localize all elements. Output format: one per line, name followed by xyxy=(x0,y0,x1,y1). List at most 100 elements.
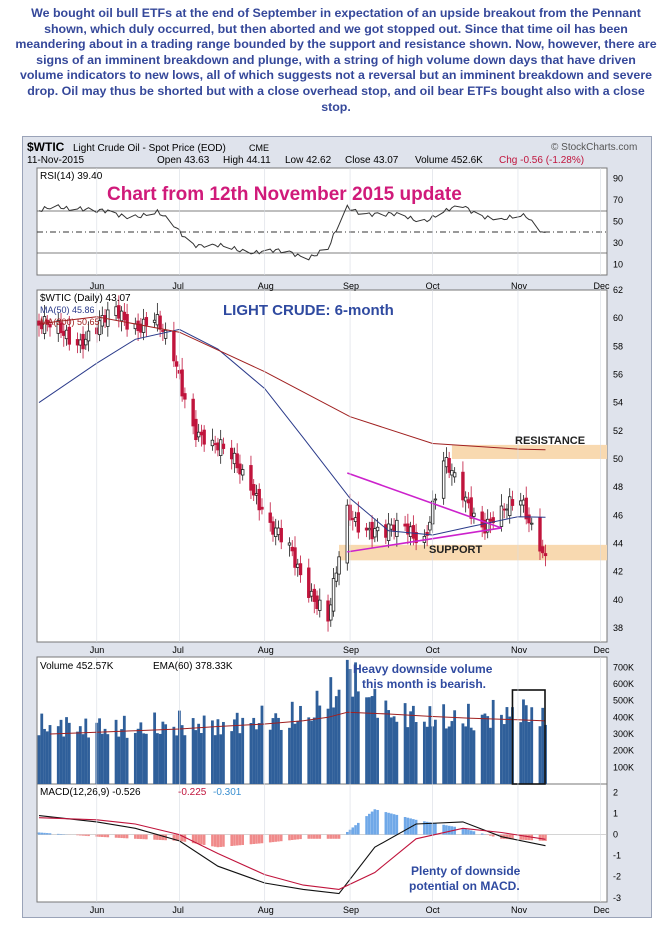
candle xyxy=(296,563,300,568)
volume-bar xyxy=(519,722,523,784)
rsi-legend: RSI(14) 39.40 xyxy=(40,171,103,182)
price-tick-label: 44 xyxy=(613,538,623,548)
volume-bar xyxy=(133,732,137,784)
volume-bar xyxy=(40,713,44,784)
volume-bar xyxy=(249,723,253,784)
month-label-mid: Aug xyxy=(258,645,274,655)
candle xyxy=(450,469,454,476)
volume-bar xyxy=(260,705,264,784)
volume-bar xyxy=(472,730,476,784)
macd-histogram-bar xyxy=(357,822,360,835)
volume-bar xyxy=(527,722,531,784)
macd-histogram-bar xyxy=(310,834,313,839)
macd-histogram-bar xyxy=(37,832,41,835)
volume-bar xyxy=(277,717,280,784)
macd-tick-label: -1 xyxy=(613,851,621,861)
macd-histogram-bar xyxy=(412,819,415,835)
rsi-tick-label: 30 xyxy=(613,238,623,248)
macd-histogram-bar xyxy=(332,834,335,839)
candle xyxy=(414,532,418,544)
macd-histogram-bar xyxy=(447,825,451,835)
volume-tick-label: 600K xyxy=(613,679,634,689)
candle xyxy=(174,361,179,367)
macd-histogram-bar xyxy=(45,833,49,835)
macd-note-2: potential on MACD. xyxy=(409,879,520,893)
macd-histogram-bar xyxy=(241,834,244,845)
candle xyxy=(75,339,80,346)
candle xyxy=(81,333,85,350)
volume-bar xyxy=(84,718,88,784)
volume-bar xyxy=(387,710,390,784)
candle xyxy=(353,517,358,522)
macd-signal-line xyxy=(38,817,546,890)
candle xyxy=(274,527,278,537)
candle xyxy=(345,504,350,564)
macd-panel xyxy=(36,783,608,903)
volume-bar xyxy=(139,722,143,784)
macd-histogram-bar xyxy=(274,834,278,842)
candle xyxy=(472,512,476,517)
rsi-panel xyxy=(36,167,608,276)
volume-bar xyxy=(541,707,545,784)
macd-tick-label: 0 xyxy=(613,830,618,840)
candle xyxy=(64,329,69,340)
macd-histogram-bar xyxy=(511,834,514,840)
volume-bar xyxy=(213,735,217,784)
candle xyxy=(213,443,217,445)
macd-histogram-bar xyxy=(508,834,512,840)
macd-histogram-bar xyxy=(354,825,357,835)
macd-histogram-bar xyxy=(312,834,316,839)
candle xyxy=(541,546,545,554)
candle xyxy=(527,514,531,524)
volume-bar xyxy=(345,659,349,784)
volume-bar xyxy=(522,699,525,784)
volume-bar xyxy=(279,729,283,784)
candle xyxy=(375,526,380,532)
volume-bar xyxy=(299,705,302,784)
volume-bar xyxy=(191,718,195,784)
volume-bar xyxy=(307,717,311,784)
volume-bar xyxy=(356,691,360,784)
volume-bar xyxy=(125,737,129,784)
volume-bar xyxy=(354,662,357,784)
candle xyxy=(202,429,206,445)
month-label-top: Jun xyxy=(90,281,105,291)
macd-histogram-bar xyxy=(522,834,525,840)
macd-histogram-bar xyxy=(43,832,46,835)
chart-high: High 44.11 xyxy=(223,155,271,166)
macd-histogram-bar xyxy=(491,834,495,837)
volume-bar xyxy=(164,724,168,784)
month-label-bottom: Sep xyxy=(343,905,359,915)
volume-bar xyxy=(464,726,468,784)
volume-bar xyxy=(202,715,206,784)
chart-name: Light Crude Oil - Spot Price (EOD) xyxy=(73,143,226,154)
rsi-tick-label: 90 xyxy=(613,174,623,184)
price-legend-wtic: $WTIC (Daily) 43.07 xyxy=(40,293,131,304)
macd-legend: MACD(12,26,9) -0.526 xyxy=(40,787,141,798)
candle xyxy=(351,518,355,520)
volume-bar xyxy=(433,719,437,784)
volume-bar xyxy=(144,733,148,784)
month-label-mid: Nov xyxy=(511,645,528,655)
volume-bar xyxy=(288,727,291,784)
macd-histogram-bar xyxy=(469,830,473,835)
volume-bar xyxy=(409,711,413,784)
volume-bar xyxy=(315,690,319,784)
candle xyxy=(386,523,391,542)
month-label-bottom: Oct xyxy=(426,905,441,915)
volume-bar xyxy=(389,717,393,784)
macd-histogram-bar xyxy=(489,834,492,836)
candle xyxy=(298,563,303,576)
month-label-top: Sep xyxy=(343,281,359,291)
macd-note-1: Plenty of downside xyxy=(411,864,521,878)
candle xyxy=(428,521,432,531)
macd-histogram-bar xyxy=(213,834,217,847)
volume-bar xyxy=(43,728,46,784)
price-tick-label: 48 xyxy=(613,482,623,492)
macd-histogram-bar xyxy=(175,834,178,841)
candle xyxy=(411,525,416,539)
macd-histogram-bar xyxy=(233,834,236,846)
volume-bar xyxy=(62,736,66,784)
macd-histogram-bar xyxy=(524,834,528,840)
macd-histogram-bar xyxy=(472,831,476,835)
